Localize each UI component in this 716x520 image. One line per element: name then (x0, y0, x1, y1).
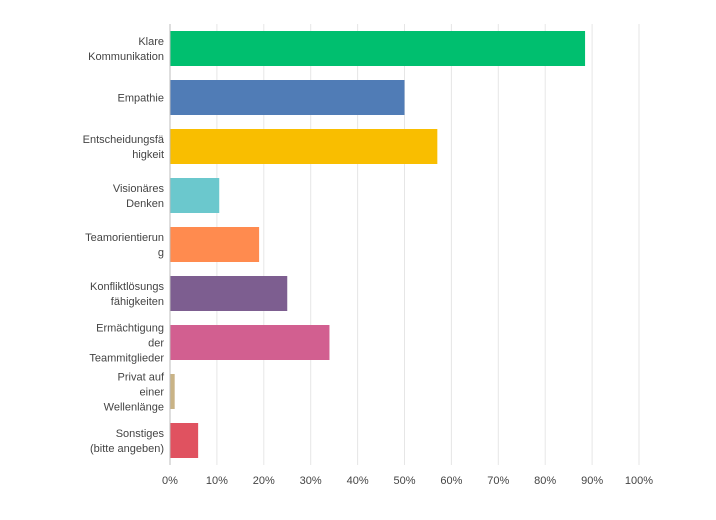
bar-7 (170, 325, 330, 360)
x-tick-80: 80% (534, 475, 556, 487)
category-label-7: Ermächtigung der Teammitglieder (89, 323, 164, 365)
bar-5 (170, 227, 260, 262)
x-tick-60: 60% (440, 475, 462, 487)
x-tick-50: 50% (393, 475, 415, 487)
x-tick-40: 40% (347, 475, 369, 487)
x-tick-0: 0% (162, 475, 178, 487)
bar-3 (170, 129, 438, 164)
x-tick-10: 10% (206, 475, 228, 487)
bar-2 (170, 80, 405, 115)
x-tick-20: 20% (253, 475, 275, 487)
bar-9 (170, 423, 199, 458)
category-label-5: Teamorientierun g (85, 232, 164, 259)
category-label-6: Konfliktlösungs fähigkeiten (90, 281, 164, 308)
bar-4 (170, 178, 220, 213)
category-label-9: Sonstiges (bitte angeben) (90, 428, 164, 455)
category-label-2: Empathie (118, 93, 164, 105)
bar-6 (170, 276, 288, 311)
bar-1 (170, 31, 586, 66)
category-labels: Klare Kommunikation Empathie Entscheidungsf… (83, 36, 165, 455)
bar-8 (170, 374, 175, 409)
x-tick-90: 90% (581, 475, 603, 487)
category-label-4: Visionäres Denken (113, 183, 165, 210)
x-tick-labels: 0% 10% 20% 30% 40% 50% 60% 70% 80% 90% 100% (162, 475, 653, 487)
category-label-3: Entscheidungsfä higkeit (83, 134, 165, 161)
x-tick-70: 70% (487, 475, 509, 487)
bars (170, 31, 586, 458)
x-tick-100: 100% (625, 475, 653, 487)
category-label-8: Privat auf einer Wellenlänge (104, 372, 165, 414)
category-label-1: Klare Kommunikation (88, 36, 164, 63)
x-tick-30: 30% (300, 475, 322, 487)
